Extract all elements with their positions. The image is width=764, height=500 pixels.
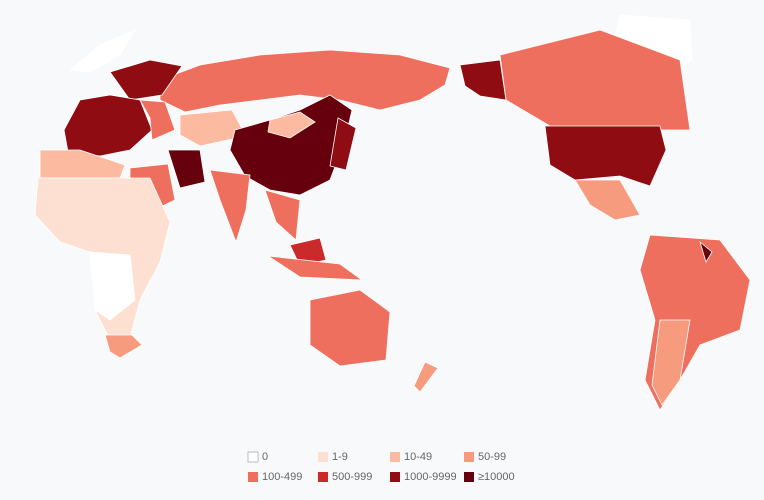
legend: 0 1-9 10-49 50-99 100-499 500-999 1000-9999 ≥10… (247, 451, 515, 483)
legend-swatch (464, 452, 474, 462)
indonesia (267, 255, 364, 281)
legend-swatch (247, 451, 259, 463)
iran (167, 149, 206, 189)
legend-swatch (464, 472, 474, 482)
legend-label: 1-9 (332, 451, 348, 463)
western-europe (63, 94, 153, 157)
legend-swatch (390, 452, 400, 462)
legend-swatch (248, 472, 258, 482)
australia (309, 289, 391, 367)
french-guiana (699, 240, 713, 263)
united-states (544, 125, 667, 187)
argentina (651, 319, 691, 406)
mongolia (267, 111, 316, 139)
alaska (459, 59, 507, 101)
russia (159, 49, 451, 113)
scandinavia (109, 59, 183, 101)
new-zealand (413, 361, 439, 393)
mexico (574, 179, 641, 221)
legend-label: 500-999 (332, 471, 372, 483)
southeast-asia (264, 189, 301, 241)
legend-label: 0 (262, 451, 268, 463)
eastern-europe (139, 99, 176, 141)
legend-swatch (390, 472, 400, 482)
north-africa (39, 149, 126, 179)
legend-label: 50-99 (478, 451, 506, 463)
south-africa (104, 334, 143, 359)
legend-label: 10-49 (404, 451, 432, 463)
legend-label: 1000-9999 (404, 471, 457, 483)
central-africa (89, 251, 136, 321)
legend-swatch (318, 472, 328, 482)
canada (499, 29, 691, 131)
legend-label: 100-499 (262, 471, 302, 483)
japan (329, 117, 357, 171)
india (209, 169, 251, 244)
world-map (34, 14, 751, 411)
kazakhstan (179, 109, 247, 147)
legend-label: ≥10000 (478, 471, 515, 483)
legend-swatch (318, 452, 328, 462)
arctic-island (69, 29, 136, 73)
